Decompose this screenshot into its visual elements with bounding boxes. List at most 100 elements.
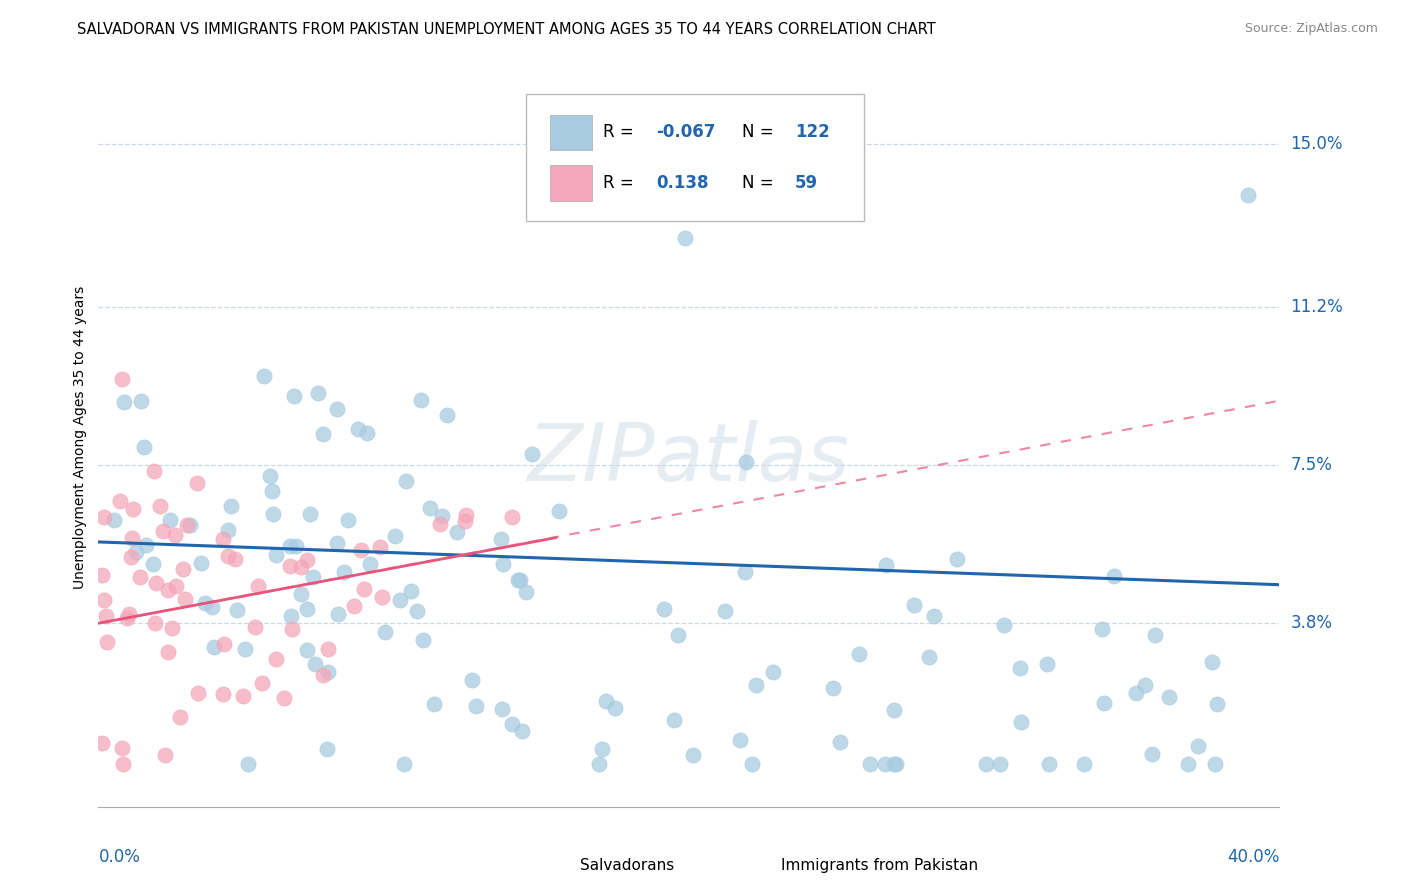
- Point: [221, 499, 243, 513]
- FancyBboxPatch shape: [745, 853, 776, 878]
- Point: [96, 634, 118, 648]
- Text: 0.0%: 0.0%: [98, 848, 141, 866]
- Point: [423, 697, 446, 711]
- Point: [1073, 757, 1095, 772]
- Point: [142, 558, 165, 572]
- Point: [673, 231, 696, 245]
- Point: [122, 501, 145, 516]
- Point: [326, 607, 349, 621]
- Point: [1201, 656, 1223, 670]
- Point: [884, 757, 907, 772]
- Point: [332, 565, 354, 579]
- Point: [946, 551, 969, 566]
- Point: [1187, 739, 1209, 754]
- Point: [259, 469, 281, 483]
- Point: [875, 558, 897, 573]
- Point: [112, 757, 135, 772]
- Point: [491, 702, 513, 716]
- Point: [91, 568, 114, 582]
- Text: 59: 59: [796, 174, 818, 192]
- Point: [173, 592, 195, 607]
- Point: [326, 402, 349, 417]
- Point: [283, 389, 305, 403]
- Point: [461, 673, 484, 688]
- Point: [131, 394, 153, 409]
- Point: [284, 539, 307, 553]
- Point: [682, 748, 704, 763]
- Point: [135, 538, 157, 552]
- Point: [243, 620, 266, 634]
- Point: [830, 735, 852, 749]
- Point: [993, 618, 1015, 632]
- Point: [520, 447, 543, 461]
- Point: [1205, 697, 1227, 711]
- Point: [1237, 188, 1260, 202]
- Point: [217, 524, 239, 538]
- Point: [264, 549, 287, 563]
- Point: [347, 422, 370, 436]
- Point: [501, 509, 523, 524]
- Point: [295, 601, 318, 615]
- Point: [202, 640, 225, 654]
- Point: [356, 425, 378, 440]
- Point: [149, 499, 172, 513]
- Point: [714, 604, 737, 618]
- Text: Immigrants from Pakistan: Immigrants from Pakistan: [782, 857, 979, 872]
- Text: -0.067: -0.067: [655, 123, 716, 141]
- Text: 15.0%: 15.0%: [1291, 135, 1343, 153]
- FancyBboxPatch shape: [546, 853, 575, 878]
- Point: [156, 582, 179, 597]
- Text: ZIPatlas: ZIPatlas: [527, 420, 851, 499]
- Point: [745, 678, 768, 692]
- Point: [412, 632, 434, 647]
- Point: [1036, 657, 1059, 671]
- Point: [1038, 757, 1060, 772]
- Point: [132, 440, 155, 454]
- Point: [918, 650, 941, 665]
- Text: 122: 122: [796, 123, 830, 141]
- Point: [302, 570, 325, 584]
- Point: [232, 690, 254, 704]
- Point: [392, 757, 415, 772]
- Point: [848, 647, 870, 661]
- FancyBboxPatch shape: [550, 165, 592, 201]
- Point: [156, 645, 179, 659]
- Point: [280, 608, 302, 623]
- Point: [603, 701, 626, 715]
- Point: [728, 732, 751, 747]
- Point: [142, 464, 165, 478]
- Point: [316, 665, 339, 680]
- Point: [96, 609, 118, 624]
- Point: [260, 484, 283, 499]
- Point: [201, 599, 224, 614]
- Point: [491, 558, 513, 572]
- Text: N =: N =: [742, 123, 779, 141]
- Point: [236, 757, 259, 772]
- Point: [169, 710, 191, 724]
- Point: [108, 493, 131, 508]
- Point: [250, 676, 273, 690]
- Point: [290, 586, 312, 600]
- Point: [342, 599, 364, 614]
- Point: [388, 593, 411, 607]
- Point: [883, 703, 905, 717]
- Point: [155, 748, 177, 763]
- Point: [312, 427, 335, 442]
- Point: [399, 583, 422, 598]
- Point: [115, 611, 138, 625]
- Point: [253, 369, 276, 384]
- Point: [359, 557, 381, 571]
- Point: [666, 628, 689, 642]
- Point: [591, 741, 613, 756]
- Point: [235, 641, 257, 656]
- Text: 0.138: 0.138: [655, 174, 709, 192]
- Point: [165, 578, 187, 592]
- Point: [264, 652, 287, 666]
- Point: [224, 552, 246, 566]
- Point: [988, 757, 1011, 772]
- Point: [1177, 757, 1199, 772]
- Point: [262, 507, 284, 521]
- Point: [595, 694, 617, 708]
- Point: [326, 535, 349, 549]
- Point: [664, 713, 686, 727]
